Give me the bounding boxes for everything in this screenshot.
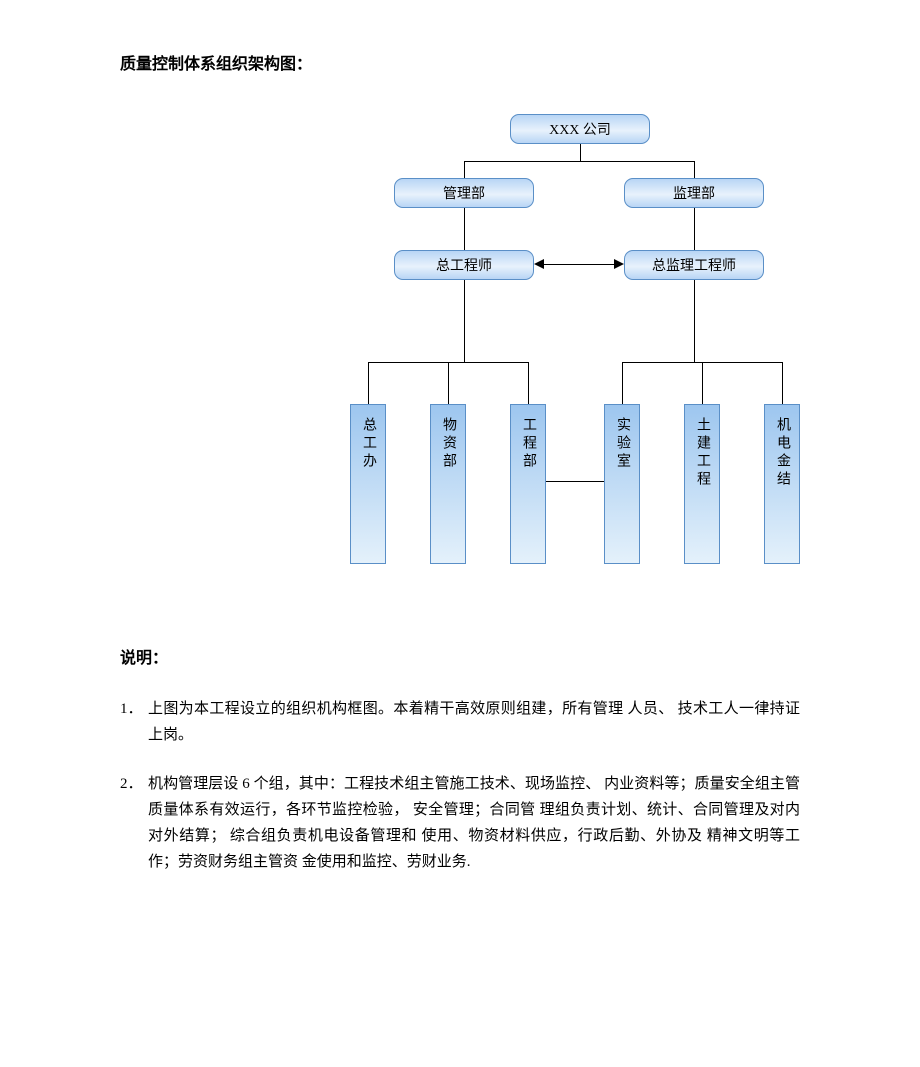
list-item: 2． 机构管理层设 6 个组，其中：工程技术组主管施工技术、现场监控、 内业资料…: [120, 771, 800, 876]
double-arrow: [542, 264, 616, 265]
node-bottom-1: 物资部: [430, 404, 466, 564]
connector-line: [694, 161, 695, 178]
node-bottom-3: 实验室: [604, 404, 640, 564]
arrow-head-right: [614, 259, 624, 269]
org-chart-diagram: XXX 公司管理部 监理部总工程师 总监理工程师总工办 物资部 工程部 实验室 土建工程 机电…: [350, 114, 820, 574]
node-chief-supervisor: 总监理工程师: [624, 250, 764, 280]
connector-line: [464, 280, 465, 362]
list-text: 机构管理层设 6 个组，其中：工程技术组主管施工技术、现场监控、 内业资料等；质…: [148, 771, 800, 876]
connector-line: [368, 362, 369, 404]
connector-line: [448, 362, 449, 404]
explain-list: 1． 上图为本工程设立的组织机构框图。本着精干高效原则组建，所有管理 人员、 技…: [120, 696, 800, 876]
connector-line: [464, 161, 694, 162]
connector-line: [622, 362, 623, 404]
node-bottom-0: 总工办: [350, 404, 386, 564]
connector-line: [782, 362, 783, 404]
list-item: 1． 上图为本工程设立的组织机构框图。本着精干高效原则组建，所有管理 人员、 技…: [120, 696, 800, 749]
connector-line: [464, 208, 465, 250]
connector-line: [546, 481, 604, 482]
node-chief-engineer: 总工程师: [394, 250, 534, 280]
list-num: 2．: [120, 771, 148, 876]
node-bottom-2: 工程部: [510, 404, 546, 564]
connector-line: [580, 144, 581, 161]
list-num: 1．: [120, 696, 148, 749]
connector-line: [694, 208, 695, 250]
node-company: XXX 公司: [510, 114, 650, 144]
node-bottom-4: 土建工程: [684, 404, 720, 564]
connector-line: [528, 362, 529, 404]
explain-heading: 说明：: [120, 644, 800, 668]
arrow-head-left: [534, 259, 544, 269]
node-bottom-5: 机电金结: [764, 404, 800, 564]
connector-line: [694, 280, 695, 362]
page-title: 质量控制体系组织架构图：: [120, 50, 800, 74]
node-mgmt-dept: 管理部: [394, 178, 534, 208]
connector-line: [702, 362, 703, 404]
node-supervise-dept: 监理部: [624, 178, 764, 208]
connector-line: [464, 161, 465, 178]
list-text: 上图为本工程设立的组织机构框图。本着精干高效原则组建，所有管理 人员、 技术工人…: [148, 696, 800, 749]
